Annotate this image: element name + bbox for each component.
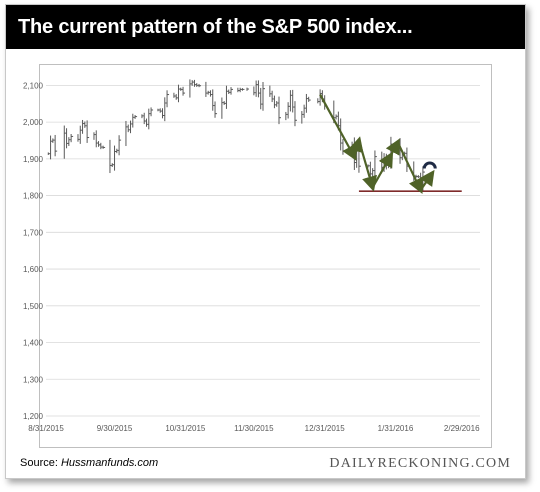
pattern-arrow-segment	[396, 141, 423, 195]
y-tick-label: 1,400	[23, 339, 44, 348]
y-tick-label: 1,500	[23, 302, 44, 311]
pattern-arrow-segment	[319, 94, 357, 161]
dome-marker-icon	[422, 161, 437, 169]
x-tick-label: 2/29/2016	[444, 424, 480, 433]
chart-title: The current pattern of the S&P 500 index…	[6, 5, 525, 49]
x-tick-label: 8/31/2015	[28, 424, 64, 433]
x-tick-label: 9/30/2015	[97, 424, 133, 433]
y-tick-label: 2,000	[23, 118, 44, 127]
source-note: Source: Hussmanfunds.com	[20, 457, 158, 469]
x-tick-label: 1/31/2016	[378, 424, 414, 433]
sp500-chart: 1,200 1,300 1,400 1,500 1,600 1,700 1,800 1,900…	[23, 79, 480, 433]
pattern-arrow-segment	[419, 169, 435, 191]
x-tick-label: 11/30/2015	[234, 424, 274, 433]
pattern-arrow-segment	[348, 136, 364, 158]
pattern-arrow-segment	[385, 138, 400, 156]
pattern-arrow-segment	[371, 151, 394, 189]
y-tick-label: 1,200	[23, 412, 44, 421]
source-label: Source:	[20, 457, 61, 469]
y-tick-label: 1,800	[23, 192, 44, 201]
y-tick-label: 1,300	[23, 375, 44, 384]
source-name: Hussmanfunds.com	[60, 457, 159, 469]
y-tick-label: 1,900	[23, 155, 44, 164]
y-tick-label: 1,600	[23, 265, 44, 274]
y-tick-label: 1,700	[23, 228, 44, 237]
plot-frame	[39, 64, 492, 448]
x-tick-label: 12/31/2015	[305, 424, 346, 433]
pattern-arrow-segment	[357, 140, 377, 192]
brand-watermark: DAILYRECKONING.COM	[329, 456, 511, 471]
y-tick-label: 2,100	[23, 81, 44, 90]
chart-card: The current pattern of the S&P 500 index…	[5, 4, 526, 479]
x-tick-label: 10/31/2015	[165, 424, 206, 433]
